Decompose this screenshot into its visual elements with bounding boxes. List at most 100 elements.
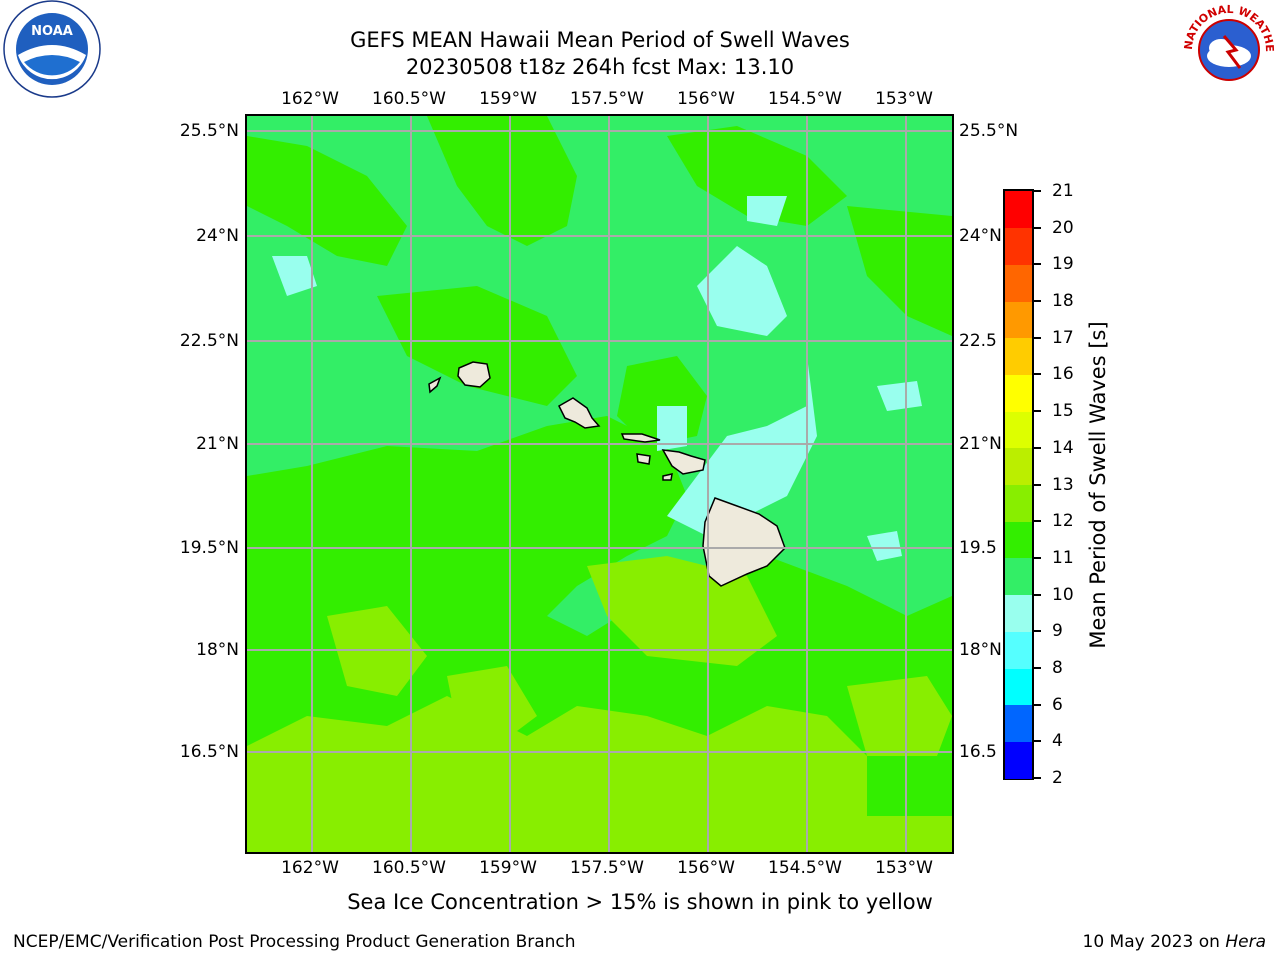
- lat-label-left: 22.5°N: [179, 331, 239, 351]
- lon-label-top: 157.5°W: [570, 89, 644, 109]
- colorbar-tick: [1034, 777, 1041, 779]
- lat-label-right: 21°N: [959, 434, 1002, 454]
- colorbar-cell: [1005, 594, 1032, 632]
- colorbar-tick: [1034, 703, 1041, 706]
- field-9-10s: [657, 406, 687, 451]
- colorbar-tick: [1034, 226, 1041, 229]
- date-text: 10 May 2023 on Hera: [1083, 932, 1267, 952]
- island-hawaii: [702, 497, 786, 587]
- island-kauai: [457, 361, 491, 388]
- lat-label-left: 18°N: [196, 640, 239, 660]
- lon-label-bottom: 156°W: [677, 858, 735, 878]
- colorbar-cell: [1005, 741, 1032, 779]
- colorbar-title: Mean Period of Swell Waves [s]: [1086, 321, 1110, 649]
- colorbar-label: 21: [1052, 181, 1074, 201]
- lat-label-right: 22.5: [959, 331, 997, 351]
- field-9-10s: [697, 246, 787, 336]
- field-9-10s: [877, 381, 922, 411]
- field-12-13s: [447, 666, 537, 746]
- colorbar-tick: [1034, 373, 1041, 376]
- swell-period-field: [247, 116, 952, 852]
- colorbar-label: 12: [1052, 511, 1074, 532]
- colorbar-cell: [1005, 704, 1032, 742]
- colorbar-label: 13: [1052, 474, 1074, 495]
- colorbar-tick: [1034, 190, 1041, 192]
- lat-label-left: 24°N: [196, 226, 239, 246]
- colorbar-label: 17: [1052, 327, 1074, 348]
- chart-title: GEFS MEAN Hawaii Mean Period of Swell Wa…: [350, 28, 850, 52]
- lon-label-bottom: 159°W: [479, 858, 537, 878]
- lon-label-top: 154.5°W: [768, 89, 842, 109]
- field-9-10s: [747, 196, 787, 226]
- map-plot-area[interactable]: [245, 114, 954, 854]
- lon-label-top: 156°W: [677, 89, 735, 109]
- colorbar-cell: [1005, 447, 1032, 486]
- colorbar-tick: [1034, 593, 1041, 596]
- colorbar-label: 20: [1052, 217, 1074, 238]
- svg-text:NOAA: NOAA: [31, 24, 73, 39]
- lat-label-left: 25.5°N: [179, 121, 239, 141]
- colorbar-cell: [1005, 667, 1032, 706]
- colorbar-label: 18: [1052, 291, 1074, 312]
- colorbar-label: 14: [1052, 437, 1074, 458]
- lon-label-top: 160.5°W: [372, 89, 446, 109]
- field-11-12s: [427, 116, 577, 246]
- lon-label-bottom: 154.5°W: [768, 858, 842, 878]
- lon-label-bottom: 157.5°W: [570, 858, 644, 878]
- colorbar-cell: [1005, 631, 1032, 669]
- colorbar-cell: [1005, 337, 1032, 376]
- colorbar-cell: [1005, 227, 1032, 265]
- field-11-12s: [247, 136, 407, 266]
- lat-label-left: 21°N: [196, 434, 239, 454]
- field-9-10s: [867, 531, 902, 561]
- field-12-13s: [587, 556, 777, 666]
- field-11-12s: [667, 126, 847, 226]
- island-kahoolawe: [662, 473, 673, 481]
- lon-label-top: 162°W: [281, 89, 339, 109]
- colorbar-label: 15: [1052, 401, 1074, 422]
- lat-label-left: 19.5°N: [179, 538, 239, 558]
- island-niihau: [428, 376, 442, 394]
- date-label: 10 May 2023 on: [1082, 932, 1226, 952]
- colorbar-tick: [1034, 300, 1041, 303]
- lon-label-bottom: 160.5°W: [372, 858, 446, 878]
- noaa-logo: NOAA: [3, 0, 101, 98]
- island-maui: [661, 449, 706, 475]
- colorbar: [1003, 189, 1034, 780]
- lat-label-right: 25.5°N: [959, 121, 1019, 141]
- colorbar-tick: [1034, 556, 1041, 559]
- field-9-10s: [667, 356, 817, 536]
- field-9-10s: [272, 256, 317, 296]
- colorbar-cell: [1005, 411, 1032, 449]
- lon-label-bottom: 162°W: [281, 858, 339, 878]
- nws-logo: NATIONAL WEATHER SERVICE: [1178, 0, 1276, 96]
- lat-label-right: 16.5: [959, 742, 997, 762]
- colorbar-tick: [1034, 520, 1041, 523]
- colorbar-cell: [1005, 374, 1032, 412]
- colorbar-cell: [1005, 191, 1032, 229]
- colorbar-label: 16: [1052, 364, 1074, 385]
- colorbar-cell: [1005, 557, 1032, 596]
- colorbar-label: 2: [1052, 768, 1063, 788]
- graticule: [247, 116, 952, 852]
- colorbar-label: 10: [1052, 584, 1074, 605]
- colorbar-tick: [1034, 446, 1041, 449]
- field-12-13s: [847, 676, 952, 756]
- lat-label-right: 19.5: [959, 538, 997, 558]
- colorbar-label: 9: [1052, 621, 1063, 642]
- colorbar-cell: [1005, 264, 1032, 302]
- colorbar-cell: [1005, 301, 1032, 339]
- island-oahu: [558, 397, 601, 429]
- colorbar-tick: [1034, 740, 1041, 743]
- colorbar-label: 4: [1052, 731, 1063, 752]
- colorbar-tick: [1034, 630, 1041, 633]
- lat-label-left: 16.5°N: [179, 742, 239, 762]
- colorbar-cell: [1005, 484, 1032, 522]
- island-lanai: [636, 453, 651, 465]
- footnote: Sea Ice Concentration > 15% is shown in …: [347, 890, 933, 914]
- credit-text: NCEP/EMC/Verification Post Processing Pr…: [13, 932, 576, 952]
- field-11-12s: [847, 206, 952, 336]
- lon-label-top: 153°W: [875, 89, 933, 109]
- lat-label-right: 24°N: [959, 226, 1002, 246]
- colorbar-label: 19: [1052, 254, 1074, 275]
